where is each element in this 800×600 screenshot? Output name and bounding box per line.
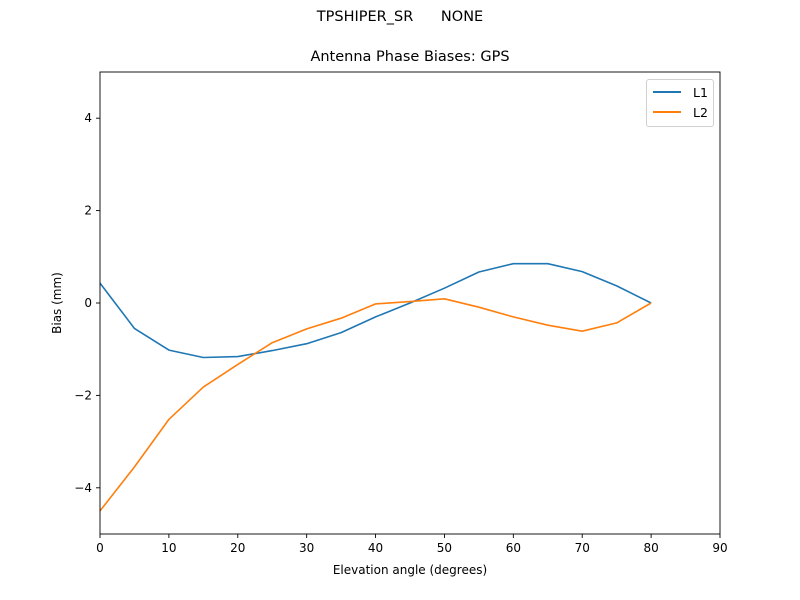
legend-item-l2: L2 [653,104,708,120]
x-tick-label: 0 [96,541,104,555]
legend-item-l1: L1 [653,84,708,100]
y-tick-label: −4 [74,481,92,495]
x-tick-label: 10 [161,541,176,555]
x-tick-label: 30 [299,541,314,555]
x-tick-label: 60 [506,541,521,555]
y-tick-label: 4 [84,111,92,125]
y-tick-label: 0 [84,296,92,310]
x-tick-label: 40 [368,541,383,555]
x-tick-label: 50 [437,541,452,555]
x-tick-label: 70 [575,541,590,555]
x-tick-label: 20 [230,541,245,555]
y-axis-label: Bias (mm) [50,272,64,334]
legend-label-l1: L1 [693,84,708,100]
x-tick-label: 90 [712,541,727,555]
y-tick-label: −2 [74,388,92,402]
x-tick-label: 80 [643,541,658,555]
y-tick-label: 2 [84,204,92,218]
x-axis-label: Elevation angle (degrees) [333,563,487,577]
figure-suptitle: TPSHIPER_SR NONE [316,9,484,25]
series-line-l1 [99,262,652,359]
legend: L1 L2 [646,79,714,127]
chart-title: Antenna Phase Biases: GPS [310,49,510,65]
series-line-l2 [99,297,652,512]
legend-swatch-l2 [653,111,681,113]
legend-swatch-l1 [653,91,681,93]
legend-label-l2: L2 [693,104,708,120]
